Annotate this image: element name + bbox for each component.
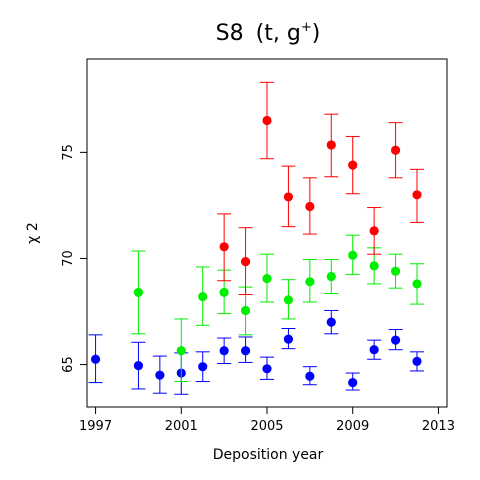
data-point [262,115,272,126]
data-point [369,226,379,236]
data-point [283,295,294,305]
data-point [219,346,229,356]
x-tick-label: 2013 [422,419,455,434]
y-axis-label: χ 2 [25,222,41,243]
data-point [412,356,422,366]
series-1 [88,309,424,395]
data-point [305,201,315,212]
data-point [240,346,251,356]
chart-title-end: ) [312,21,321,46]
data-point [240,305,251,316]
y-tick-label: 75 [61,144,76,161]
x-tick-label: 2005 [250,419,283,434]
data-point [305,371,315,381]
x-tick-label: 2001 [165,419,198,434]
data-point [155,370,165,380]
data-point [305,277,315,287]
data-point [326,317,336,327]
chart-title-sub: (t, g [256,21,301,46]
chart-title: S8 (t, g+) [216,20,321,46]
data-point [133,287,144,298]
data-point [283,192,294,202]
x-tick-label: 2009 [336,419,369,434]
data-point [326,140,336,150]
data-point [90,354,101,364]
x-tick-label: 1997 [79,419,112,434]
x-axis-label: Deposition year [213,447,324,463]
series-3 [217,81,424,296]
data-point [176,346,186,356]
y-tick-label: 70 [61,250,76,267]
data-point [198,292,208,302]
y-axis: 65 70 75 [61,144,88,373]
series-layer [88,81,424,395]
data-point [390,266,401,276]
data-point [369,261,379,271]
data-point [198,362,208,372]
data-point [219,242,229,252]
data-point [348,377,358,388]
data-point [348,160,358,170]
data-point [326,271,336,282]
data-point [262,274,272,284]
series-2 [131,234,424,383]
data-point [283,334,294,344]
data-point [412,190,422,200]
data-point [240,257,251,267]
data-point [412,279,422,289]
data-point [133,361,144,371]
data-point [262,364,272,374]
chart-title-superscript: + [301,20,312,35]
data-point [348,250,358,260]
data-point [390,335,401,345]
x-axis: 1997 2001 2005 2009 2013 [79,406,455,434]
chart-title-main: S8 [216,21,244,46]
data-point [219,287,229,298]
y-tick-label: 65 [61,356,76,373]
data-point [369,345,379,355]
data-point [390,145,401,155]
